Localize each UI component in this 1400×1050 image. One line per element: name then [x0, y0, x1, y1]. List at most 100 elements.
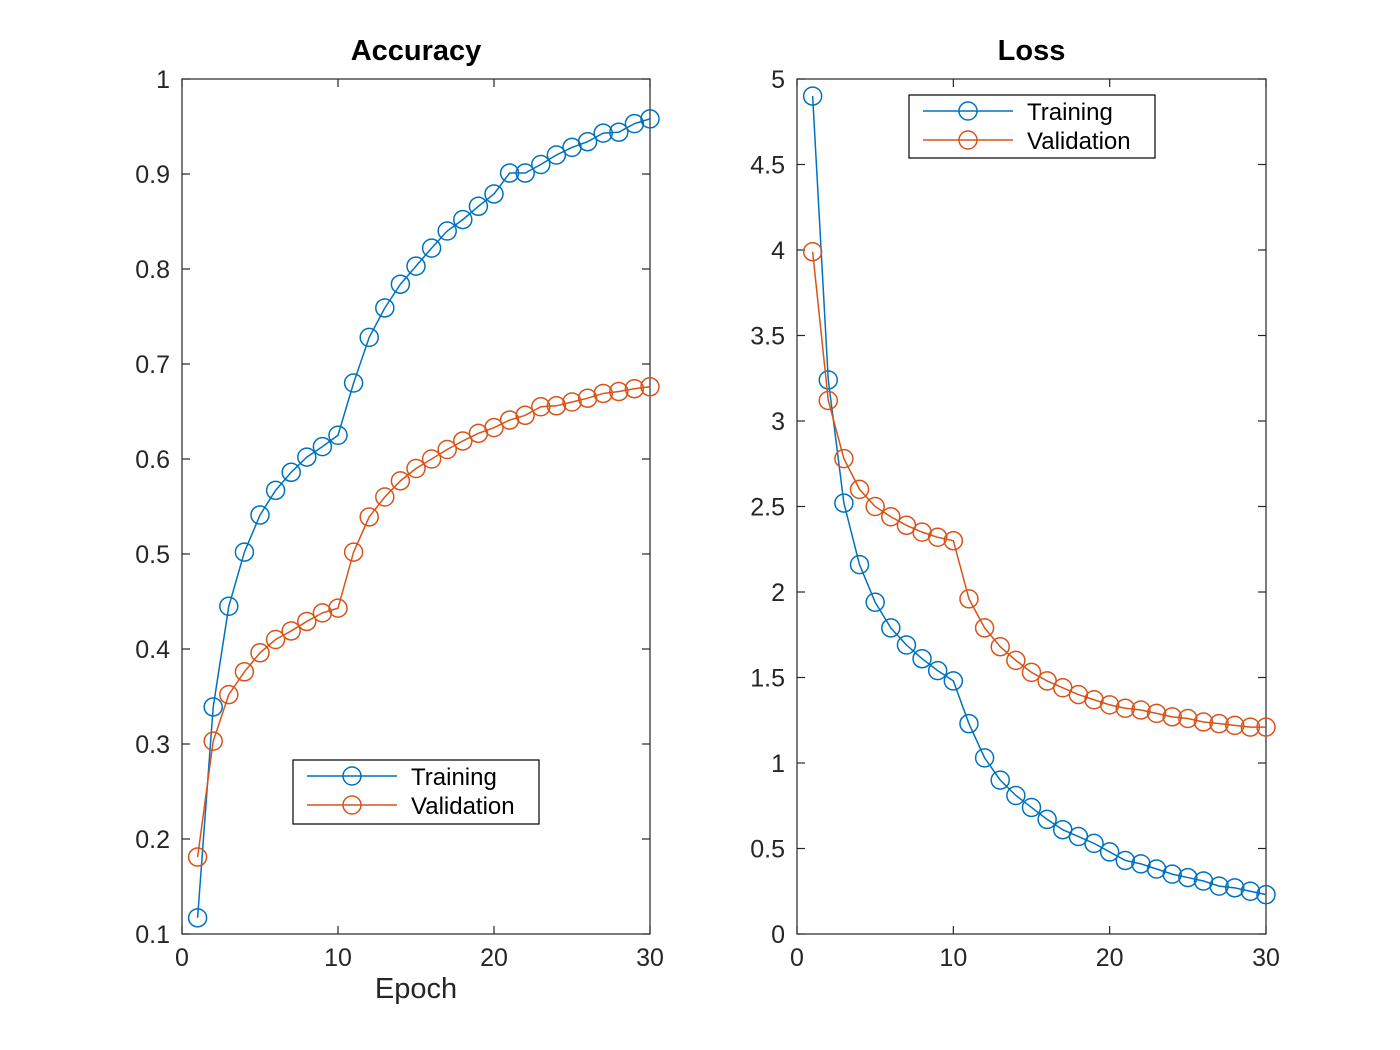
data-point-training: [927, 660, 948, 681]
x-tick-label: 10: [324, 944, 352, 972]
data-point-validation: [577, 388, 598, 408]
y-tick-label: 0.2: [135, 826, 170, 854]
data-point-training: [312, 436, 333, 457]
data-point-training: [896, 635, 917, 655]
data-point-training: [624, 113, 645, 134]
data-point-training: [468, 196, 489, 217]
data-point-validation: [593, 383, 613, 404]
x-tick-label: 10: [939, 944, 967, 972]
chart-title: Accuracy: [351, 35, 482, 67]
x-tick-label: 30: [1252, 944, 1280, 972]
data-point-validation: [375, 487, 395, 507]
y-tick-label: 0.3: [135, 731, 170, 759]
x-tick-label: 20: [1096, 944, 1124, 972]
data-point-validation: [1021, 662, 1042, 683]
data-point-validation: [219, 684, 239, 705]
data-point-validation: [818, 390, 839, 411]
data-point-validation: [187, 847, 208, 867]
legend-label-validation: Validation: [1027, 128, 1131, 155]
data-point-training: [531, 154, 551, 175]
data-point-training: [421, 238, 442, 258]
data-point-validation: [640, 377, 660, 397]
y-tick-label: 0: [771, 921, 785, 949]
data-point-validation: [265, 629, 286, 650]
loss-chart: 0 10 20 30 0 0.5 1 1.5 2 2.5 3 3.5 4 4.5 5 Loss Training…: [750, 35, 1280, 972]
data-point-training: [281, 462, 301, 483]
data-point-validation: [531, 397, 551, 417]
y-tick-label: 0.7: [135, 351, 170, 379]
series-line-training: [196, 118, 651, 918]
data-point-validation: [406, 458, 426, 479]
data-point-training: [515, 163, 535, 183]
axes-box: [796, 78, 1267, 935]
y-tick-label: 0.6: [135, 446, 170, 474]
data-point-validation: [328, 598, 348, 618]
data-point-validation: [1146, 703, 1167, 724]
y-tick-label: 3: [771, 408, 785, 436]
data-point-training: [640, 109, 660, 129]
data-point-training: [1224, 878, 1245, 898]
x-tick-label: 0: [790, 944, 804, 972]
data-point-training: [297, 447, 317, 467]
data-point-training: [484, 184, 504, 204]
data-point-training: [990, 770, 1010, 790]
data-point-training: [1037, 809, 1057, 830]
data-point-training: [265, 480, 286, 501]
data-point-validation: [312, 603, 333, 623]
data-point-validation: [1209, 713, 1229, 734]
y-tick-label: 2.5: [750, 494, 785, 522]
data-point-validation: [484, 417, 504, 438]
data-point-training: [203, 697, 223, 717]
data-point-training: [1162, 864, 1182, 884]
data-point-validation: [959, 589, 979, 609]
data-point-validation: [849, 479, 870, 500]
data-point-training: [1084, 833, 1104, 854]
data-point-training: [1115, 850, 1136, 871]
data-point-training: [593, 123, 613, 143]
data-point-validation: [343, 542, 364, 562]
data-point-validation: [297, 611, 317, 632]
data-point-training: [1021, 797, 1042, 818]
y-tick-label: 1: [771, 750, 785, 778]
data-point-validation: [234, 662, 255, 682]
data-point-validation: [281, 621, 301, 641]
legend-box: [908, 94, 1156, 159]
data-point-training: [359, 327, 379, 348]
data-point-validation: [1256, 717, 1276, 737]
data-point-training: [834, 493, 854, 513]
data-point-training: [499, 163, 520, 183]
data-point-training: [406, 256, 426, 276]
y-tick-label: 5: [771, 66, 785, 94]
accuracy-chart: 0 10 20 30 0.1 0.2 0.3 0.4 0.5 0.6 0.7 0.8 0.9 1 Accur…: [135, 35, 664, 1005]
y-tick-label: 1.5: [750, 665, 785, 693]
data-point-training: [1006, 785, 1026, 806]
y-tick-label: 0.4: [135, 636, 170, 664]
data-point-training: [974, 748, 995, 768]
data-point-validation: [453, 431, 473, 451]
data-point-training: [328, 425, 348, 445]
legend-marker-training: [958, 101, 978, 121]
y-tick-label: 0.8: [135, 256, 170, 284]
y-tick-label: 0.5: [750, 836, 785, 864]
legend-marker-validation: [958, 130, 978, 150]
data-point-validation: [359, 507, 379, 527]
data-point-training: [343, 373, 364, 393]
data-point-validation: [609, 381, 629, 402]
data-point-validation: [1115, 698, 1136, 719]
data-point-validation: [562, 392, 582, 412]
data-point-training: [250, 505, 270, 525]
data-point-validation: [1240, 717, 1261, 737]
legend-marker-validation: [342, 795, 362, 815]
series-line-training: [811, 96, 1267, 896]
data-point-training: [802, 86, 823, 106]
data-point-training: [1256, 884, 1276, 905]
data-point-training: [187, 908, 208, 928]
data-point-validation: [865, 496, 885, 517]
data-point-validation: [1193, 712, 1214, 732]
data-point-training: [818, 370, 839, 390]
data-point-validation: [390, 471, 411, 491]
y-tick-label: 0.5: [135, 541, 170, 569]
data-point-training: [912, 648, 932, 669]
data-point-training: [943, 671, 964, 691]
